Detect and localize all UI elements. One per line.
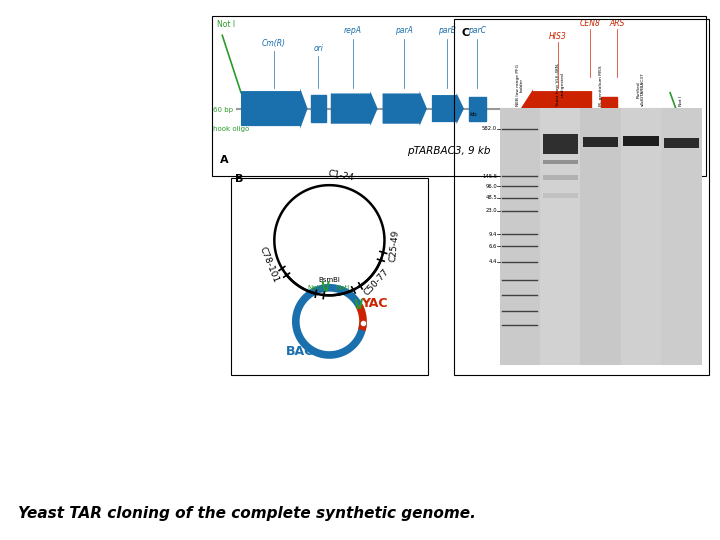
- Text: Not I: Not I: [662, 140, 680, 149]
- Text: BAC: BAC: [287, 345, 315, 358]
- Text: BsmBI: BsmBI: [318, 277, 341, 283]
- Text: 9.4: 9.4: [489, 232, 497, 237]
- Text: M. genitalium M5S: M. genitalium M5S: [598, 65, 603, 106]
- Bar: [500, 108, 701, 364]
- Text: YAC: YAC: [361, 298, 388, 310]
- Bar: [500, 108, 540, 364]
- Bar: [664, 138, 699, 147]
- Text: repA: repA: [344, 26, 362, 35]
- Text: Purified
s4dGTARBAC37: Purified s4dGTARBAC37: [636, 72, 645, 106]
- Text: 60 bp: 60 bp: [213, 107, 233, 113]
- Text: Yeast TAR cloning of the complete synthetic genome.: Yeast TAR cloning of the complete synthe…: [18, 506, 476, 521]
- Text: pTARBAC3, 9 kb: pTARBAC3, 9 kb: [408, 146, 491, 157]
- Text: Yeast host VL6-48N,
undigested: Yeast host VL6-48N, undigested: [556, 63, 564, 106]
- Bar: [469, 97, 486, 120]
- Bar: [543, 193, 578, 198]
- Bar: [601, 97, 617, 120]
- Text: NEB low range PFG
ladder: NEB low range PFG ladder: [516, 64, 524, 106]
- Text: ARS: ARS: [609, 19, 624, 28]
- Bar: [624, 136, 659, 146]
- Text: HIS3: HIS3: [549, 31, 567, 40]
- Text: C1-24: C1-24: [327, 170, 354, 183]
- Bar: [583, 137, 618, 147]
- Text: C78-101: C78-101: [258, 245, 281, 284]
- Text: 23.0: 23.0: [485, 208, 497, 213]
- FancyArrow shape: [330, 91, 377, 126]
- Text: parA: parA: [395, 26, 413, 35]
- Text: 60 bp: 60 bp: [662, 110, 682, 116]
- Text: ori: ori: [313, 44, 323, 53]
- Bar: [543, 134, 578, 154]
- Text: NotI: NotI: [335, 285, 349, 291]
- Text: NotI: NotI: [307, 285, 322, 291]
- Bar: [543, 175, 578, 180]
- Text: 96.0: 96.0: [485, 184, 497, 189]
- Text: Cm(R): Cm(R): [262, 39, 286, 48]
- Text: parB: parB: [438, 26, 456, 35]
- FancyArrow shape: [432, 93, 464, 124]
- Text: C25-49: C25-49: [388, 230, 400, 262]
- Bar: [580, 108, 621, 364]
- Text: parC: parC: [468, 26, 486, 35]
- Text: C: C: [462, 28, 469, 38]
- Text: CEN8: CEN8: [580, 19, 600, 28]
- Text: 48.5: 48.5: [485, 195, 497, 200]
- FancyArrow shape: [241, 89, 307, 129]
- Bar: [540, 108, 580, 364]
- Text: 4.4: 4.4: [489, 259, 497, 265]
- Text: Not I: Not I: [217, 21, 235, 29]
- Bar: [543, 160, 578, 165]
- Text: 582.0: 582.0: [482, 126, 497, 131]
- Text: C50-77: C50-77: [362, 267, 390, 298]
- Bar: [661, 108, 701, 364]
- FancyArrow shape: [521, 90, 592, 128]
- Bar: [621, 108, 661, 364]
- Text: 145.5: 145.5: [482, 173, 497, 179]
- Text: B: B: [235, 174, 244, 184]
- Bar: [231, 178, 428, 375]
- Text: hook oligo: hook oligo: [213, 126, 250, 132]
- Text: 6.6: 6.6: [489, 244, 497, 248]
- Text: A: A: [220, 155, 228, 165]
- Bar: [311, 95, 326, 122]
- Text: kb: kb: [469, 112, 477, 117]
- Text: Not I: Not I: [680, 96, 683, 106]
- FancyArrow shape: [382, 91, 427, 126]
